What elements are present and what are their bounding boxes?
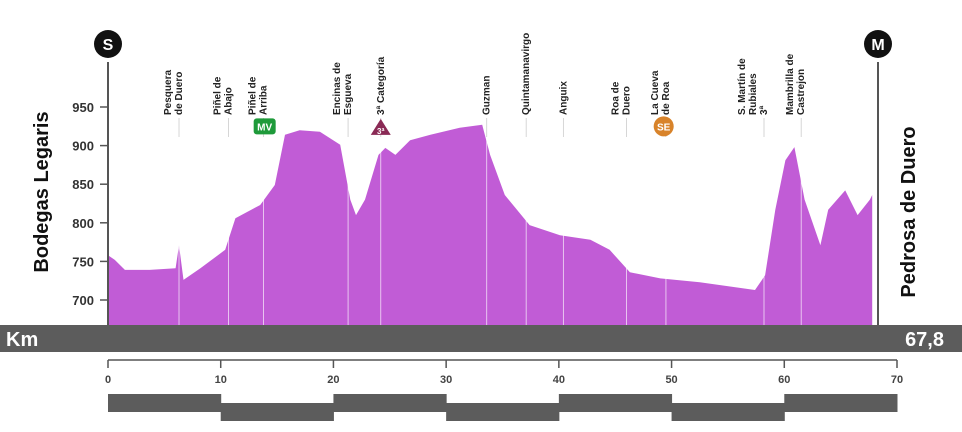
town-label: Guzman [482,76,493,115]
finish-location-label: Pedrosa de Duero [898,126,920,297]
town-label: Mambrilla de [785,53,796,115]
y-tick-label: 850 [72,177,94,192]
x-tick-label: 30 [440,374,452,386]
town-label: Pesquera [163,70,174,115]
x-tick-label: 50 [665,374,677,386]
town-label: de Roa [661,81,672,115]
x-tick-label: 20 [327,374,339,386]
town-label: Encinas de [332,62,343,115]
town-label: Piñel de [213,76,224,115]
distance-band-segment [784,394,898,412]
start-icon: S [94,30,122,58]
y-tick-label: 900 [72,139,94,154]
x-tick-label: 10 [215,374,227,386]
y-tick-label: 750 [72,254,94,269]
km-label: Km [6,329,38,351]
km-bar [0,325,962,352]
town-label: 3ª Categoría [376,56,387,115]
marker-label: MV [257,122,272,133]
town-label: Duero [621,86,632,115]
distance-band-segment [220,403,334,421]
total-distance: 67,8 [905,329,944,351]
y-tick-label: 950 [72,100,94,115]
town-label: Rubiales [748,73,759,115]
x-tick-label: 60 [778,374,790,386]
climb-category-badge [370,118,391,135]
town-label: Roa de [610,81,621,115]
x-tick-label: 70 [891,374,903,386]
town-label: 3ª [759,105,770,115]
y-tick-label: 800 [72,216,94,231]
distance-band-segment [558,394,673,412]
town-label: Arriba [259,85,270,115]
x-tick-label: 0 [105,374,111,386]
town-label: Abajo [224,87,235,115]
start-icon-letter: S [103,37,114,54]
town-label: Esgueva [343,73,354,115]
town-label: Quintamanavirgo [521,33,532,115]
marker-label: 3ª [377,127,384,136]
special-sprint-badge [653,116,674,137]
y-tick-label: 700 [72,293,94,308]
x-tick-label: 40 [553,374,565,386]
elevation-profile-area [108,124,873,325]
finish-icon-letter: M [871,37,884,54]
town-label: S. Martín de [737,58,748,115]
mountain-sprint-badge [253,118,276,135]
distance-band-segment [108,394,222,412]
town-label: Castrejon [796,69,807,115]
marker-label: SE [657,122,671,133]
town-label: Anguix [558,81,569,115]
town-label: Piñel de [248,76,259,115]
town-label: La Cueva [650,70,661,115]
distance-band-segment [671,403,785,421]
start-location-label: Bodegas Legaris [31,111,53,272]
town-label: de Duero [174,72,185,115]
distance-band-segment [446,403,560,421]
finish-icon: M [864,30,892,58]
distance-band-segment [333,394,447,412]
